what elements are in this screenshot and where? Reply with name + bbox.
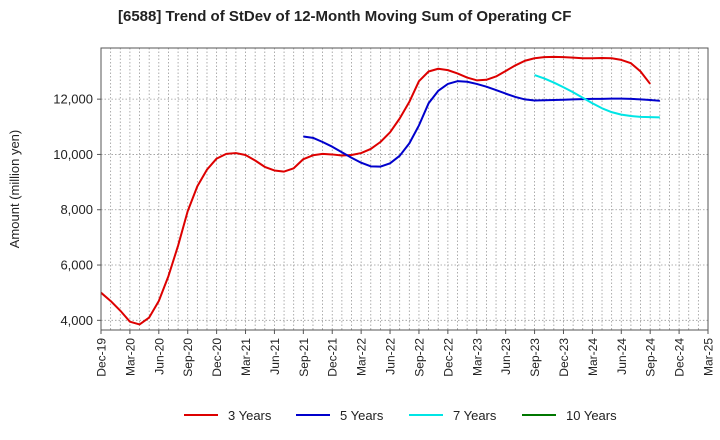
x-tick-label: Mar-23 <box>470 338 484 376</box>
y-axis-ticks: 4,000 6,000 8,000 10,000 12,000 <box>53 92 101 328</box>
legend-label: 5 Years <box>340 407 384 423</box>
legend-label: 7 Years <box>453 407 497 423</box>
x-tick-label: Jun-21 <box>268 338 282 375</box>
legend-swatch <box>409 414 443 416</box>
grid <box>100 48 709 330</box>
x-tick-label: Dec-22 <box>441 338 455 377</box>
y-tick-label: 4,000 <box>60 313 93 328</box>
y-tick-label: 10,000 <box>53 147 93 162</box>
x-tick-label: Jun-23 <box>499 338 513 375</box>
legend-label: 10 Years <box>566 407 617 423</box>
x-tick-label: Dec-19 <box>95 338 109 377</box>
x-tick-label: Mar-25 <box>702 338 716 376</box>
x-tick-label: Dec-24 <box>673 338 687 377</box>
legend-swatch <box>184 414 218 416</box>
x-tick-label: Sep-24 <box>644 338 658 377</box>
x-tick-label: Jun-24 <box>615 338 629 375</box>
legend: 3 Years 5 Years 7 Years 10 Years <box>0 404 720 426</box>
legend-swatch <box>296 414 330 416</box>
x-tick-label: Sep-22 <box>412 338 426 377</box>
legend-item-3-years: 3 Years <box>184 404 271 426</box>
series-line-7-years <box>534 74 660 119</box>
x-tick-label: Jun-22 <box>384 338 398 375</box>
y-axis-title: Amount (million yen) <box>7 130 22 249</box>
y-tick-label: 6,000 <box>60 258 93 273</box>
x-tick-label: Sep-21 <box>297 338 311 377</box>
legend-item-5-years: 5 Years <box>296 404 383 426</box>
x-tick-label: Mar-20 <box>123 338 137 376</box>
x-tick-label: Dec-23 <box>557 338 571 377</box>
x-tick-label: Mar-22 <box>355 338 369 376</box>
series-line-5-years <box>303 80 660 168</box>
x-tick-label: Mar-21 <box>239 338 253 376</box>
legend-item-10-years: 10 Years <box>522 404 617 426</box>
x-axis-ticks: Dec-19 Mar-20 Jun-20 Sep-20 Dec-20 Mar-21 Jun-… <box>95 330 716 377</box>
x-tick-label: Dec-21 <box>326 338 340 377</box>
legend-item-7-years: 7 Years <box>409 404 496 426</box>
series-lines <box>100 55 660 326</box>
plot-frame <box>100 47 709 331</box>
legend-swatch <box>522 414 556 416</box>
chart-title: [6588] Trend of StDev of 12-Month Moving… <box>118 8 572 25</box>
y-tick-label: 8,000 <box>60 202 93 217</box>
x-tick-label: Mar-24 <box>586 338 600 376</box>
x-tick-label: Jun-20 <box>152 338 166 375</box>
legend-label: 3 Years <box>228 407 272 423</box>
x-tick-label: Sep-23 <box>528 338 542 377</box>
series-line-3-years <box>100 55 651 326</box>
y-tick-label: 12,000 <box>53 92 93 107</box>
x-tick-label: Dec-20 <box>210 338 224 377</box>
x-tick-label: Sep-20 <box>181 338 195 377</box>
